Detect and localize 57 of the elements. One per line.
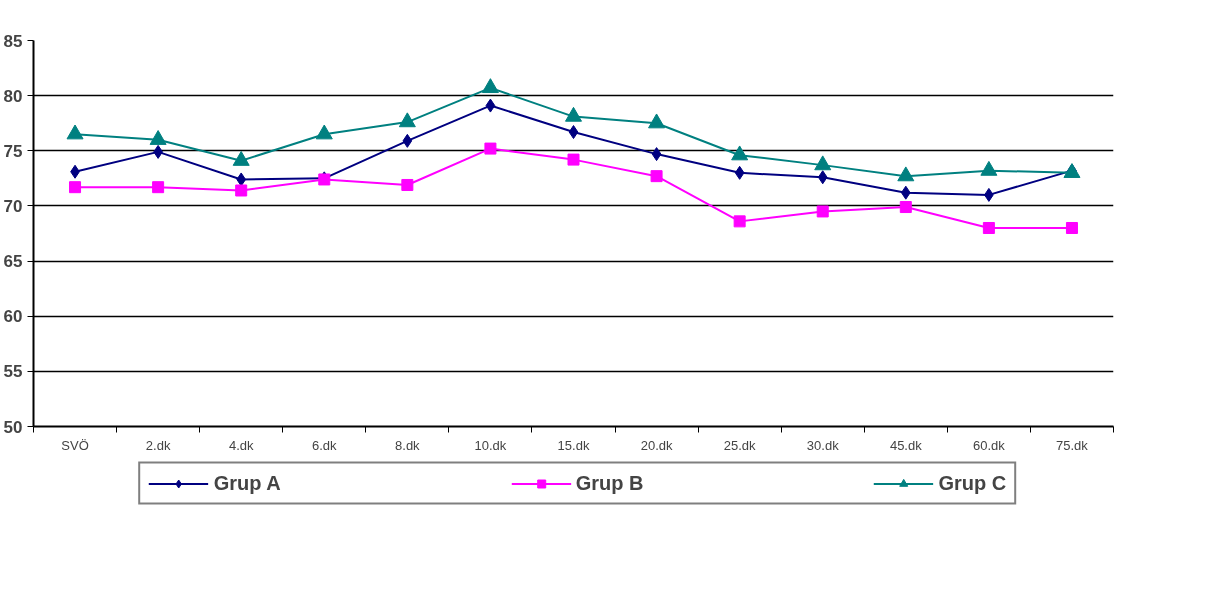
y-tick-label: 50 xyxy=(3,417,23,437)
y-tick-label: 80 xyxy=(3,86,23,106)
point xyxy=(900,185,911,200)
point xyxy=(734,165,745,180)
point xyxy=(1063,163,1081,178)
x-tick-label: 10.dk xyxy=(474,437,507,453)
point xyxy=(651,147,662,162)
point xyxy=(402,133,413,148)
x-tick-label: 25.dk xyxy=(723,437,757,453)
point xyxy=(484,142,497,155)
x-tick-label: SVÖ xyxy=(61,437,89,453)
point xyxy=(481,78,499,94)
point xyxy=(401,178,414,191)
point xyxy=(816,205,829,218)
point xyxy=(69,181,82,194)
x-tick-label: 60.dk xyxy=(972,437,1006,453)
y-tick-label: 70 xyxy=(3,196,23,216)
legend-label: Grup B xyxy=(575,471,644,495)
point xyxy=(980,160,998,176)
point xyxy=(315,124,333,140)
point xyxy=(149,130,167,145)
x-tick-label: 45.dk xyxy=(889,437,923,453)
point xyxy=(650,170,663,183)
x-tick-label: 15.dk xyxy=(557,437,590,453)
legend-label: Grup C xyxy=(938,471,1007,495)
point xyxy=(565,106,582,122)
point xyxy=(567,153,580,166)
y-tick-label: 60 xyxy=(3,307,23,327)
x-tick-label: 75.dk xyxy=(1056,437,1089,453)
y-tick-label: 65 xyxy=(3,252,23,272)
x-tick-label: 20.dk xyxy=(640,437,673,453)
x-tick-label: 4.dk xyxy=(228,437,254,453)
point xyxy=(648,113,666,129)
y-tick-label: 55 xyxy=(3,362,23,382)
x-tick-label: 6.dk xyxy=(311,437,338,453)
point xyxy=(232,150,250,166)
y-tick-label: 85 xyxy=(3,31,23,51)
point xyxy=(899,201,912,214)
y-tick-label: 75 xyxy=(3,141,23,161)
legend-label: Grup A xyxy=(213,471,281,495)
point xyxy=(398,112,416,128)
point xyxy=(817,170,828,185)
x-tick-label: 2.dk xyxy=(145,437,171,453)
point xyxy=(733,215,746,228)
point xyxy=(982,221,995,234)
point xyxy=(814,155,832,171)
point xyxy=(66,124,84,140)
x-tick-label: 30.dk xyxy=(806,437,840,453)
point xyxy=(485,98,496,113)
point xyxy=(568,125,579,140)
point xyxy=(897,166,915,182)
x-tick-label: 8.dk xyxy=(395,437,421,453)
point xyxy=(235,184,248,197)
point xyxy=(1065,221,1078,234)
point xyxy=(731,145,749,161)
point xyxy=(152,181,165,194)
point xyxy=(236,172,247,187)
